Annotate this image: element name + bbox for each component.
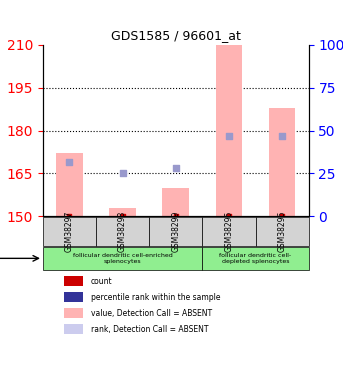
Text: GSM38297: GSM38297 [65,211,74,252]
Point [279,213,285,219]
Point [120,213,126,219]
FancyBboxPatch shape [202,217,256,246]
Bar [269,108,295,216]
Bar [109,207,136,216]
Point [67,213,72,219]
Point [173,165,178,171]
Title: GDS1585 / 96601_at: GDS1585 / 96601_at [111,30,241,42]
Point [279,133,285,139]
Text: follicular dendritic cell-enriched
splenocytes: follicular dendritic cell-enriched splen… [73,253,173,264]
Bar [216,45,242,216]
Text: follicular dendritic cell-
depleted splenocytes: follicular dendritic cell- depleted sple… [220,253,292,264]
Bar [64,324,83,334]
Text: GSM38295: GSM38295 [224,211,234,252]
Point [226,133,232,139]
Text: GSM38298: GSM38298 [118,211,127,252]
Text: count: count [91,277,113,286]
Bar [163,188,189,216]
FancyBboxPatch shape [43,247,202,270]
FancyBboxPatch shape [149,217,202,246]
Point [226,213,232,219]
Point [173,213,178,219]
Text: percentile rank within the sample: percentile rank within the sample [91,292,220,302]
Text: GSM38296: GSM38296 [277,211,287,252]
Bar [64,276,83,286]
Bar [64,308,83,318]
FancyBboxPatch shape [256,217,309,246]
Text: rank, Detection Call = ABSENT: rank, Detection Call = ABSENT [91,325,208,334]
FancyBboxPatch shape [96,217,149,246]
FancyBboxPatch shape [43,217,96,246]
Point [120,170,126,176]
Text: GSM38299: GSM38299 [171,211,180,252]
Bar [64,292,83,302]
Bar [56,153,83,216]
FancyBboxPatch shape [202,247,309,270]
Point [67,159,72,165]
Text: value, Detection Call = ABSENT: value, Detection Call = ABSENT [91,309,212,318]
